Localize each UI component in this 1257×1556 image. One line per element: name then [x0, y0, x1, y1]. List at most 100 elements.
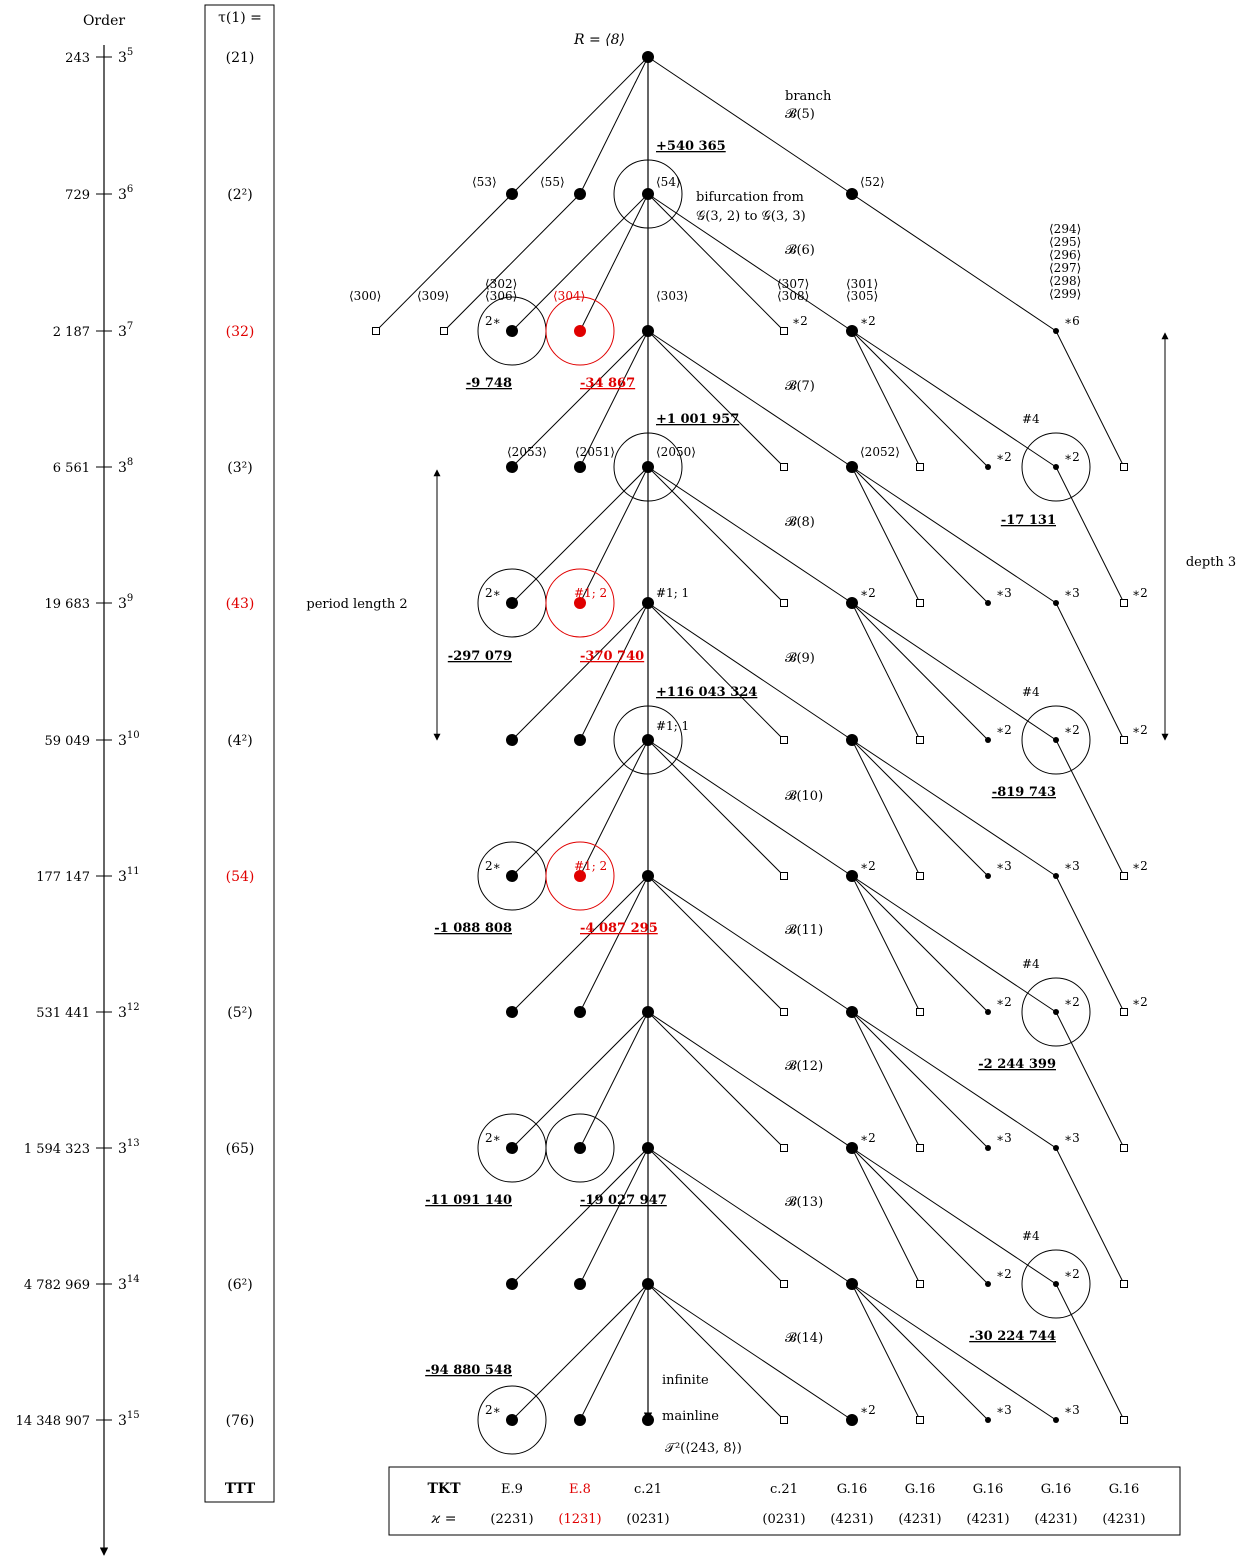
order-power: 35	[118, 47, 133, 66]
capable-node	[846, 870, 858, 882]
tau-value: (2²)	[227, 187, 252, 203]
terminal-node	[1120, 872, 1128, 880]
tree-edge	[647, 875, 785, 1013]
red-ring	[545, 296, 615, 366]
tree-edge	[851, 466, 989, 604]
multiplicity-label: ∗2	[860, 1403, 876, 1417]
capable-node	[574, 1142, 586, 1154]
tree-edge	[851, 1147, 921, 1285]
kappa-value: (4231)	[1034, 1512, 1077, 1527]
multiplicity-label: #1; 2	[574, 586, 607, 600]
tree-edge	[851, 1011, 989, 1149]
small-node	[985, 1009, 991, 1015]
tkt-type: G.16	[973, 1482, 1004, 1497]
kappa-value: (0231)	[626, 1512, 669, 1527]
power-exponent: 14	[127, 1274, 140, 1285]
tree-edge	[851, 602, 989, 741]
capable-node-red	[574, 597, 586, 609]
power-base: 3	[118, 50, 127, 66]
tau-value: (3²)	[227, 460, 252, 476]
discriminant-label: -370 740	[580, 649, 644, 664]
capable-node	[506, 734, 518, 746]
tree-edge	[851, 602, 1057, 741]
order-value: 2 187	[53, 325, 90, 340]
tree-edge	[1055, 1283, 1125, 1421]
tree-edge	[375, 193, 513, 332]
tree-edge	[851, 875, 921, 1013]
tree-edge	[647, 602, 785, 741]
order-axis-title: Order	[83, 13, 125, 29]
discriminant-label: +1 001 957	[656, 412, 739, 427]
ring	[545, 1113, 615, 1183]
capable-node	[642, 461, 654, 473]
power-base: 3	[118, 869, 127, 885]
tree-edge	[851, 739, 921, 877]
branch-label-12: 𝓑(12)	[785, 1059, 823, 1074]
order-value: 1 594 323	[24, 1142, 90, 1157]
discriminant-label: -4 087 295	[580, 921, 658, 936]
power-exponent: 12	[127, 1002, 140, 1013]
multiplicity-label: ∗2	[996, 723, 1012, 737]
capable-node	[506, 1142, 518, 1154]
tree-edge	[851, 466, 921, 604]
ring	[613, 159, 683, 229]
small-node	[985, 1417, 991, 1423]
tree-edge	[579, 1011, 649, 1149]
tau-value: (65)	[226, 1141, 255, 1157]
node-id-303: ⟨303⟩	[656, 289, 688, 303]
terminal-node	[440, 327, 448, 335]
tree-edge	[1055, 1147, 1125, 1285]
small-node	[1053, 873, 1059, 879]
tree-edge	[647, 875, 853, 1013]
small-node	[985, 600, 991, 606]
branch-label-11: 𝓑(11)	[785, 923, 823, 938]
tau-column-footer: TTT	[225, 1481, 256, 1497]
capable-node	[642, 1006, 654, 1018]
branch-label-10: 𝓑(10)	[785, 789, 823, 804]
discriminant-label: -11 091 140	[425, 1193, 512, 1208]
terminal-node	[916, 1144, 924, 1152]
multiplicity-label: ∗3	[1064, 1131, 1080, 1145]
terminal-node	[916, 463, 924, 471]
tree-edge	[851, 739, 1057, 877]
small-node	[1053, 1281, 1059, 1287]
multiplicity-label: ∗3	[1064, 859, 1080, 873]
tree-edge	[851, 1283, 989, 1421]
tree-nodes	[372, 51, 1128, 1426]
tree-edge	[647, 739, 785, 877]
capable-node	[574, 1278, 586, 1290]
small-node	[985, 873, 991, 879]
order-power: 313	[118, 1138, 140, 1157]
small-node	[985, 1145, 991, 1151]
multiplicity-label: ∗3	[996, 859, 1012, 873]
order-power: 314	[118, 1274, 140, 1293]
kappa-label: ϰ =	[431, 1511, 457, 1527]
multiplicity-label: #4	[1022, 685, 1040, 699]
tree-edge	[851, 330, 989, 468]
multiplicity-label: ∗3	[1064, 1403, 1080, 1417]
capable-node	[846, 734, 858, 746]
red-ring	[545, 568, 615, 638]
tree-edge	[647, 739, 853, 877]
branch-label-14: 𝓑(14)	[785, 1331, 823, 1346]
order-value: 59 049	[45, 734, 91, 749]
multiplicity-label: ∗2	[996, 1267, 1012, 1281]
discriminant-label: -2 244 399	[978, 1057, 1056, 1072]
node-id-308: ⟨308⟩	[777, 289, 809, 303]
ring	[1021, 705, 1091, 775]
tree-edge	[647, 1011, 853, 1149]
tau-values: (21) (2²) (32) (3²) (43) (4²) (54) (5²) (65) (6²)…	[226, 50, 255, 1429]
order-value: 19 683	[45, 597, 91, 612]
discriminant-label: +540 365	[656, 139, 726, 154]
capable-node	[506, 325, 518, 337]
small-node	[985, 464, 991, 470]
multiplicity-label: #1; 1	[656, 719, 689, 733]
kappa-value: (4231)	[1102, 1512, 1145, 1527]
capable-node	[506, 461, 518, 473]
tau-value: (54)	[226, 869, 255, 885]
multiplicity-label: ∗2	[1064, 1267, 1080, 1281]
capable-node-red	[574, 325, 586, 337]
capable-node	[642, 597, 654, 609]
tkt-table-box	[388, 1466, 1181, 1536]
tree-edge	[647, 466, 785, 604]
